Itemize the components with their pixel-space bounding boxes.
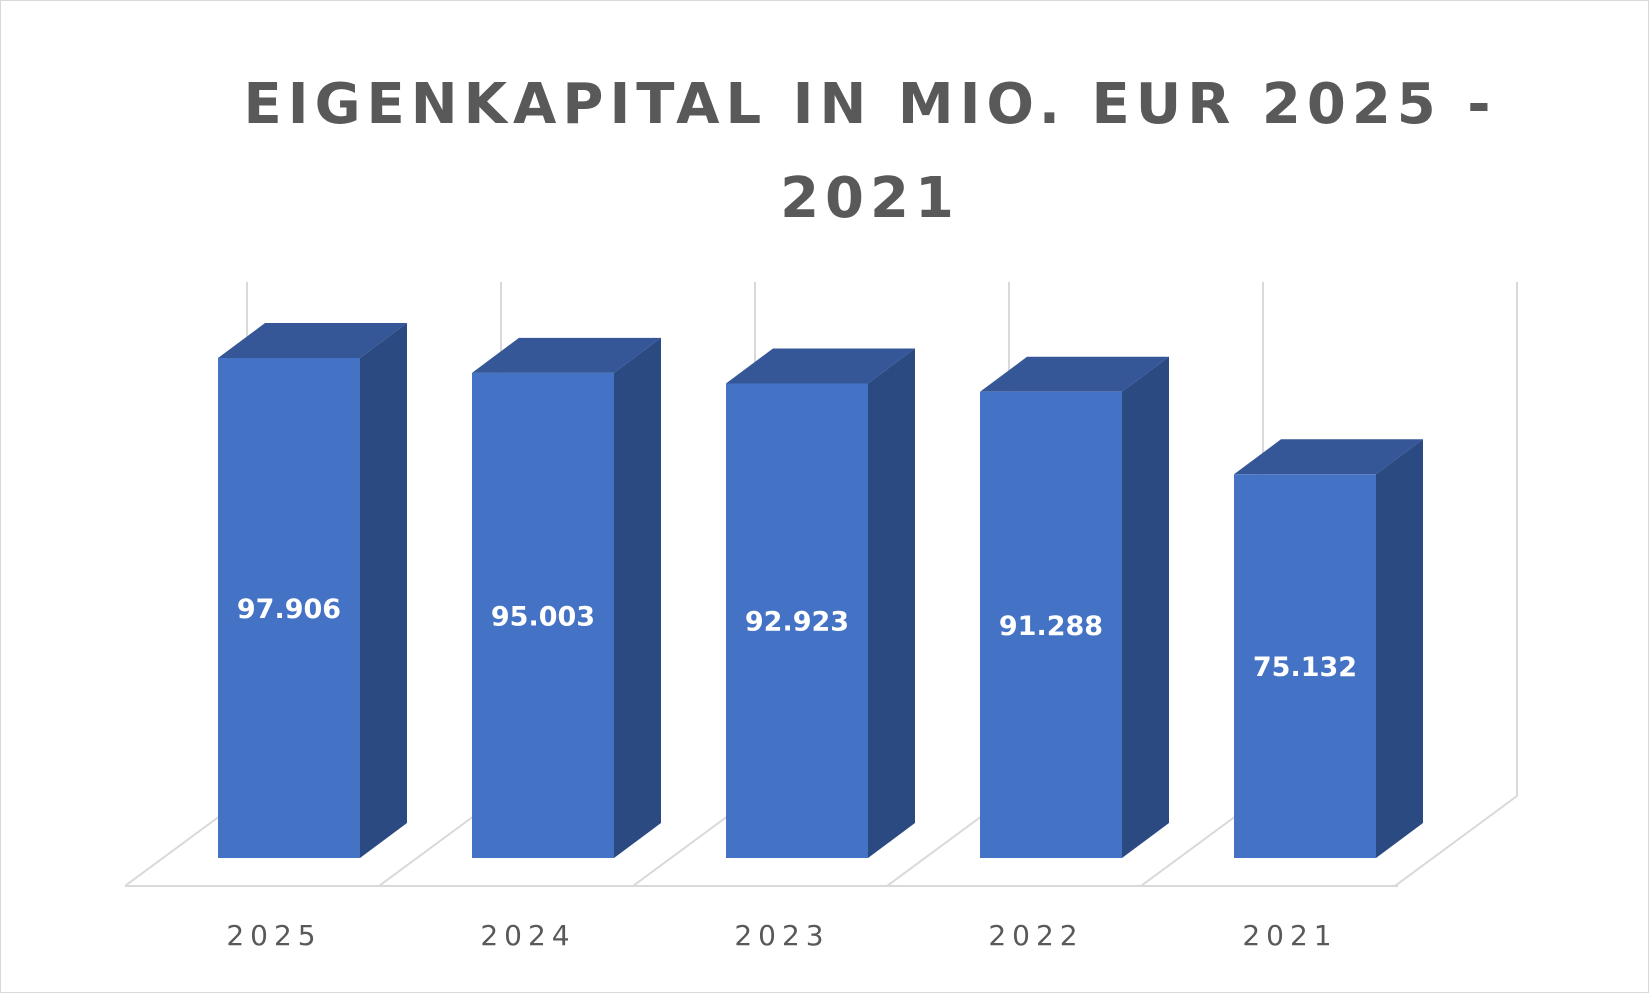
data-label: 75.132 [1253,652,1357,683]
bar-front-face [218,358,360,858]
bar-top-face [1234,439,1423,475]
bar-front-face [472,372,614,858]
x-tick-label: 2022 [988,919,1083,952]
bar-front-face [1234,474,1376,858]
data-label: 92.923 [745,607,849,638]
x-axis-ticks: 2025 2024 2023 2022 2021 [226,919,1337,952]
bar-2025: 97.906 [218,323,407,858]
bar-2023: 92.923 [726,348,915,858]
bar-side-face [360,323,407,858]
bar-front-face [980,391,1122,858]
bar-side-face [614,337,661,858]
x-tick-label: 2025 [226,919,321,952]
bar-2021: 75.132 [1234,439,1423,858]
floor-divider [1394,795,1518,887]
bar-2024: 95.003 [472,337,661,858]
bar-side-face [1376,439,1423,858]
bars: 97.906 95.003 92.923 91.288 75.132 [218,323,1423,858]
bar-front-face [726,383,868,858]
x-tick-label: 2023 [734,919,829,952]
bar-top-face [218,323,407,358]
x-tick-label: 2024 [480,919,575,952]
bar-top-face [980,356,1169,392]
bar-top-face [472,337,661,373]
bar-2022: 91.288 [980,356,1169,858]
data-label: 95.003 [491,601,595,632]
data-label: 91.288 [999,611,1103,642]
chart-title: EIGENKAPITAL IN MIO. EUR 2025 - 2021 [243,72,1497,231]
bar-side-face [868,348,915,858]
bar-side-face [1122,356,1169,858]
x-tick-label: 2021 [1242,919,1337,952]
data-label: 97.906 [237,594,341,625]
bar-top-face [726,348,915,384]
